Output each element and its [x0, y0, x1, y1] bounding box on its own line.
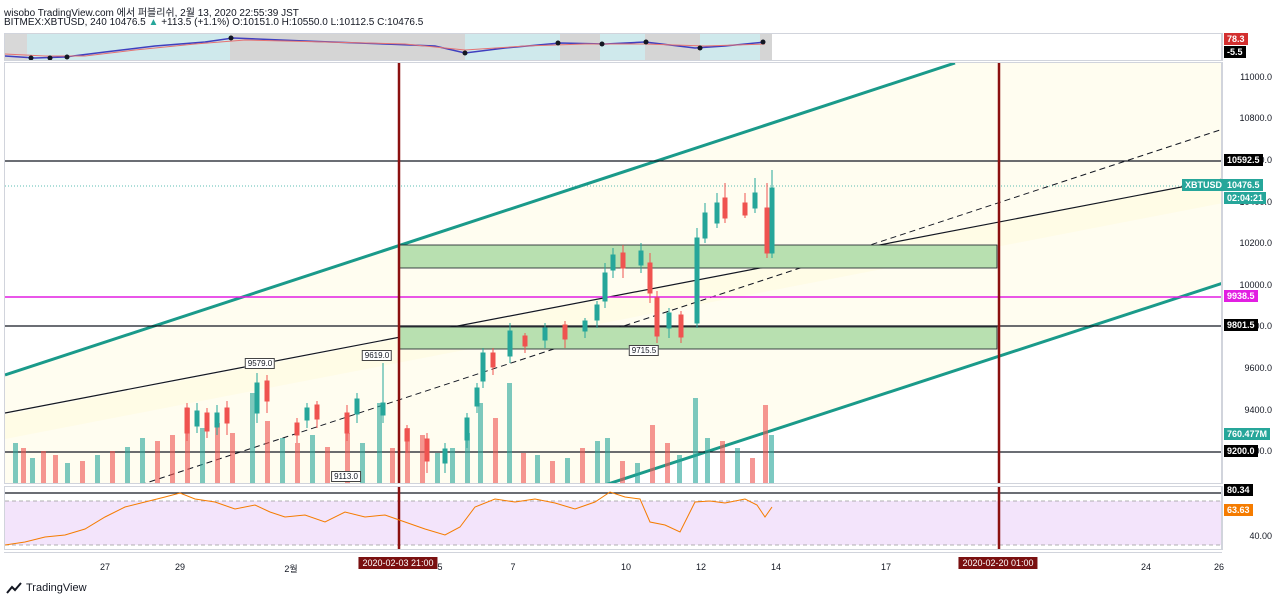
volume-tag: 760.477M	[1224, 428, 1271, 440]
last-price-tag: 10476.5	[1224, 179, 1263, 191]
rsi-value-tag: 63.63	[1224, 504, 1253, 516]
rsi-level-tag: 80.34	[1224, 484, 1253, 496]
time-label: 10	[620, 562, 632, 572]
high-annotation-2: 9619.0	[361, 350, 393, 361]
rsi-chart	[5, 487, 1221, 549]
time-label: 7	[510, 562, 516, 572]
price-tick: 9400.0	[1244, 405, 1272, 415]
price-tick: 11000.0	[1240, 72, 1272, 82]
time-label: 29	[174, 562, 186, 572]
main-chart-panel[interactable]	[4, 62, 1222, 484]
time-highlight-start: 2020-02-03 21:00	[358, 557, 438, 569]
change-arrow-icon: ▲	[148, 17, 159, 28]
symbol-line: BITMEX:XBTUSD, 240 10476.5 ▲ +113.5 (+1.…	[4, 17, 423, 28]
top-oscillator-panel[interactable]	[4, 33, 1222, 61]
time-label: 24	[1140, 562, 1152, 572]
last-price-header: 10476.5	[109, 17, 146, 28]
low-annotation-2: 9715.5	[628, 345, 660, 356]
high-annotation-1: 9579.0	[244, 358, 276, 369]
time-label: 27	[99, 562, 111, 572]
countdown-tag: 02:04:21	[1224, 192, 1267, 204]
tradingview-logo-icon	[6, 582, 22, 594]
time-label: 17	[880, 562, 892, 572]
time-label: 26	[1213, 562, 1225, 572]
oscillator-high-tag: 78.3	[1224, 33, 1248, 45]
time-highlight-end: 2020-02-20 01:00	[958, 557, 1038, 569]
brand-name: TradingView	[26, 582, 87, 594]
level-tag-9801: 9801.5	[1224, 319, 1258, 331]
rsi-panel[interactable]	[4, 486, 1222, 550]
price-change: +113.5 (+1.1%)	[161, 17, 230, 28]
rsi-line	[5, 491, 773, 546]
price-tick: 10200.0	[1239, 238, 1272, 248]
main-price-chart	[5, 63, 1221, 483]
price-tick: 9600.0	[1244, 363, 1272, 373]
price-axis[interactable]: 11000.0 10800.0 10600.0 10400.0 10200.0 …	[1222, 62, 1280, 484]
time-label: 2월	[284, 564, 298, 574]
low-annotation-1: 9113.0	[331, 471, 361, 482]
rsi-tick-40: 40.00	[1249, 531, 1272, 541]
price-tick: 9800.0	[1244, 321, 1272, 331]
rsi-axis: 40.00	[1222, 486, 1280, 550]
time-axis[interactable]	[4, 552, 1222, 572]
time-label: 12	[695, 562, 707, 572]
time-label: 5	[437, 562, 443, 572]
price-tick: 9200.0	[1244, 446, 1272, 456]
top-oscillator-chart	[5, 34, 772, 60]
ohlc-values: O:10151.0 H:10550.0 L:10112.5 C:10476.5	[232, 17, 424, 28]
level-tag-9938: 9938.5	[1224, 290, 1258, 302]
symbol-tag: XBTUSD	[1182, 179, 1226, 191]
volume-bars	[13, 383, 774, 483]
tradingview-logo[interactable]: TradingView	[6, 582, 87, 594]
top-oscillator-axis	[1222, 33, 1280, 61]
symbol-name: BITMEX:XBTUSD, 240	[4, 17, 107, 28]
candlesticks	[184, 170, 775, 473]
price-tick: 10000.0	[1239, 280, 1272, 290]
level-tag-10592: 10592.5	[1224, 154, 1263, 166]
oscillator-value-tag: -5.5	[1224, 46, 1246, 58]
level-tag-9200: 9200.0	[1224, 445, 1258, 457]
price-tick: 10800.0	[1239, 113, 1272, 123]
publish-info: wisobo TradingView.com 에서 퍼블리쉬, 2월 13, 2…	[4, 8, 299, 19]
time-label: 14	[770, 562, 782, 572]
